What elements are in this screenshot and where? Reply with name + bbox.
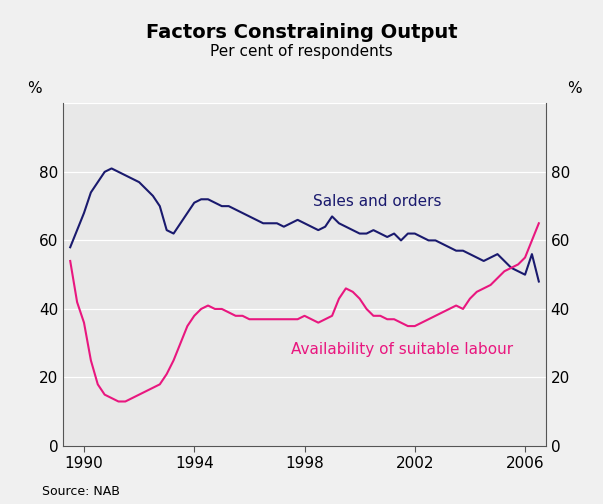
Text: Sales and orders: Sales and orders: [313, 194, 441, 209]
Text: %: %: [567, 82, 582, 96]
Text: %: %: [27, 82, 42, 96]
Text: Availability of suitable labour: Availability of suitable labour: [291, 342, 513, 356]
Text: Per cent of respondents: Per cent of respondents: [210, 44, 393, 59]
Text: Factors Constraining Output: Factors Constraining Output: [146, 23, 457, 42]
Text: Source: NAB: Source: NAB: [42, 485, 120, 498]
